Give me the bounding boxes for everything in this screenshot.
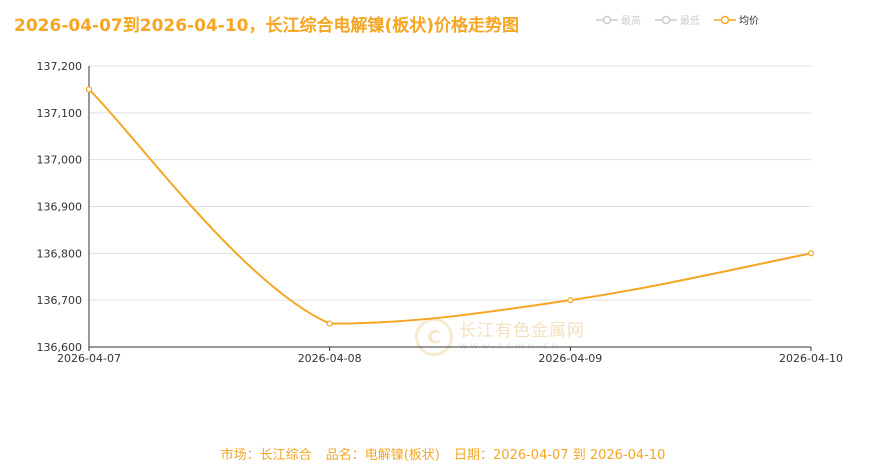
legend: 最高 最低 均价 [596, 12, 759, 27]
footer-product: 品名：电解镍(板状) [325, 448, 440, 463]
footer-date: 日期：2026-04-07 到 2026-04-10 [454, 448, 666, 463]
y-tick-label: 137,000 [37, 154, 83, 167]
data-point [85, 86, 93, 93]
legend-item-low[interactable]: 最低 [655, 12, 700, 27]
legend-avg-marker-icon [714, 15, 736, 24]
watermark-logo-icon: C [415, 318, 453, 356]
data-point [567, 297, 574, 304]
y-tick-label: 136,900 [37, 201, 83, 214]
legend-low-label: 最低 [680, 16, 700, 27]
footer: 市场：长江综合 品名：电解镍(板状) 日期：2026-04-07 到 2026-… [0, 444, 886, 463]
y-tick-label: 136,600 [37, 341, 83, 354]
data-point [326, 320, 333, 327]
x-tick-label: 2026-04-08 [298, 352, 362, 365]
footer-market: 市场：长江综合 [220, 448, 312, 463]
legend-high-label: 最高 [621, 16, 641, 27]
series-line-avg [88, 88, 812, 325]
y-tick-label: 137,200 [37, 60, 83, 73]
watermark: C 长江有色金属网 www.ccmn.cn [415, 318, 585, 356]
x-tick-label: 2026-04-10 [779, 352, 843, 365]
chart-title: 2026-04-07到2026-04-10，长江综合电解镍(板状)价格走势图 [14, 16, 520, 36]
watermark-url: www.ccmn.cn [459, 340, 561, 352]
legend-high-marker-icon [596, 15, 618, 24]
y-tick-label: 137,100 [37, 107, 83, 120]
x-tick-label: 2026-04-09 [538, 352, 602, 365]
x-tick-label: 2026-04-07 [57, 352, 121, 365]
legend-low-marker-icon [655, 15, 677, 24]
watermark-name: 长江有色金属网 [459, 321, 585, 342]
legend-item-avg[interactable]: 均价 [714, 12, 759, 27]
line-chart: 136,600 136,700 136,800 136,900 137,000 137,1… [37, 60, 843, 365]
y-tick-label: 136,800 [37, 247, 83, 260]
legend-avg-label: 均价 [739, 16, 759, 27]
data-point [807, 250, 815, 257]
legend-item-high[interactable]: 最高 [596, 12, 641, 27]
y-tick-label: 136,700 [37, 294, 83, 307]
